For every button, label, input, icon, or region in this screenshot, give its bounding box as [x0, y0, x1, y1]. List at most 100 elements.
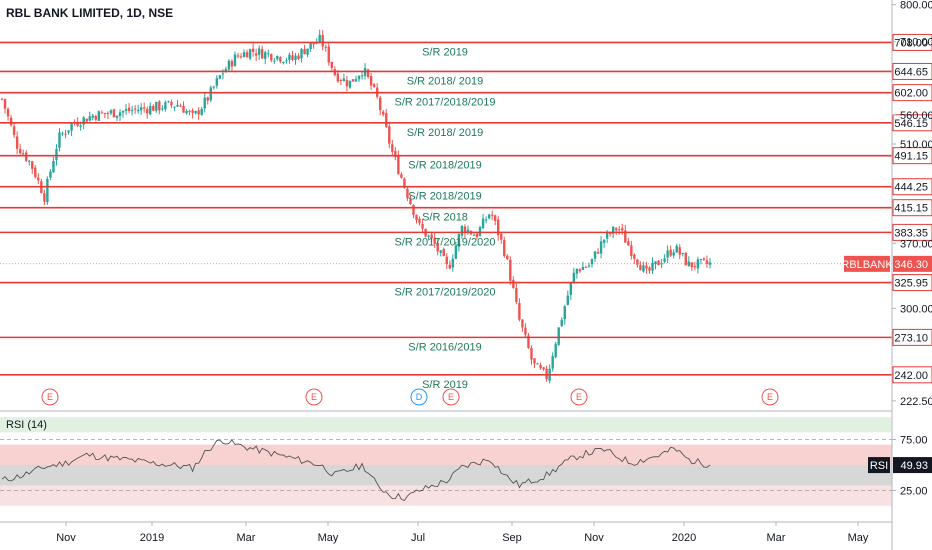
rsi-band-upper: [0, 444, 892, 465]
sr-level-tag[interactable]: [892, 33, 932, 51]
sr-level-note: S/R 2019: [422, 379, 468, 391]
candle-body: [118, 112, 122, 116]
candle-body: [136, 110, 140, 112]
candle-body: [276, 55, 279, 60]
candle-body: [55, 148, 58, 161]
event-marker[interactable]: [570, 388, 588, 406]
candle-body: [327, 46, 330, 63]
candle-body: [176, 104, 179, 107]
candle-body: [391, 144, 394, 152]
candle-body: [436, 242, 439, 252]
candle-body: [149, 106, 152, 115]
candle-body: [282, 61, 285, 63]
time-tick-label: Nov: [584, 532, 604, 544]
candle-body: [12, 126, 16, 136]
sr-level-tag[interactable]: [892, 328, 932, 346]
candle-body: [49, 171, 52, 178]
candle-body: [251, 48, 255, 52]
last-price-tag[interactable]: [893, 255, 932, 272]
support-resistance-levels[interactable]: 708.00 S/R 2019 644.65 S/R 2018/ 2019 602.00…: [0, 33, 932, 391]
sr-level-note: S/R 2018/ 2019: [407, 127, 483, 139]
symbol-tag[interactable]: [844, 255, 890, 272]
price-tick-label: 560.00: [900, 110, 932, 122]
event-marker[interactable]: [41, 388, 59, 406]
candle-body: [221, 73, 225, 75]
candle-body: [611, 226, 615, 234]
candle-body: [418, 218, 421, 223]
time-tick-label: Mar: [237, 532, 256, 544]
candle-body: [536, 363, 539, 365]
candle-body: [382, 111, 385, 115]
candle-body: [124, 109, 128, 111]
candle-body: [294, 55, 297, 60]
candle-body: [566, 295, 569, 305]
candle-body: [466, 229, 470, 233]
candle-body: [687, 261, 691, 266]
candle-body: [624, 230, 627, 243]
candle-body: [406, 188, 409, 199]
candle-body: [366, 69, 370, 77]
time-tick-label: 2019: [140, 532, 164, 544]
candle-body: [497, 219, 500, 236]
sr-level-note: S/R 2018/2019: [408, 160, 481, 172]
candle-body: [79, 125, 82, 127]
rsi-value-tag[interactable]: [893, 457, 932, 474]
sr-level-tag[interactable]: [892, 366, 932, 384]
candle-body: [478, 227, 482, 236]
candle-body: [675, 245, 678, 253]
rsi-legend[interactable]: RSI (14): [6, 419, 47, 431]
candle-body: [336, 73, 340, 82]
sr-level-tag[interactable]: [892, 62, 932, 80]
sr-level-tag[interactable]: [892, 199, 932, 217]
candle-body: [563, 306, 566, 320]
sr-level-tag[interactable]: [892, 114, 932, 132]
candle-body: [34, 167, 37, 178]
event-marker[interactable]: [442, 388, 460, 406]
rsi-tick-label: 25.00: [900, 486, 928, 498]
candle-body: [605, 232, 609, 239]
candle-body: [155, 101, 158, 111]
candle-body: [524, 327, 527, 335]
sr-level-tag[interactable]: [892, 147, 932, 165]
candle-body: [599, 241, 603, 254]
time-tick-label: May: [848, 532, 869, 544]
candle-body: [345, 80, 349, 87]
candle-body: [357, 75, 361, 80]
candle-body: [678, 247, 681, 255]
candle-body: [521, 319, 524, 328]
rsi-tag[interactable]: [868, 457, 890, 474]
sr-level-tag[interactable]: [892, 223, 932, 241]
candle-body: [257, 48, 261, 55]
candle-body: [454, 245, 458, 259]
candle-body: [170, 101, 173, 106]
price-axis[interactable]: 800.00 710.00 560.00 510.00 370.00 300.00 222.…: [892, 0, 932, 408]
sr-level-value: 383.35: [894, 227, 928, 239]
sr-level-value: 708.00: [894, 37, 928, 49]
time-tick-label: 2020: [672, 532, 696, 544]
candle-body: [636, 259, 639, 265]
rsi-line[interactable]: [1, 439, 711, 502]
rsi-pane[interactable]: 75.00 25.00 RSI 49.93: [0, 417, 932, 506]
event-marker[interactable]: [305, 388, 323, 406]
candle-body: [267, 53, 270, 55]
candle-body: [490, 214, 494, 216]
sr-level-tag[interactable]: [892, 178, 932, 196]
time-axis[interactable]: Nov 2019 Mar May Jul Sep Nov 2020 Mar May: [0, 521, 892, 544]
price-pane[interactable]: RBLBANK 346.30: [0, 29, 932, 384]
price-tick-label: 800.00: [900, 0, 932, 12]
event-marker[interactable]: [761, 388, 779, 406]
candle-body: [212, 86, 215, 88]
time-tick-label: May: [318, 532, 339, 544]
sr-level-tag[interactable]: [892, 84, 932, 102]
candle-body: [303, 49, 306, 55]
sr-level-tag[interactable]: [892, 274, 932, 292]
candle-body: [25, 152, 28, 161]
candle-body: [31, 161, 34, 169]
event-marker[interactable]: [410, 388, 428, 406]
candle-body: [560, 319, 563, 327]
candle-body: [575, 268, 579, 274]
candle-body: [273, 60, 276, 62]
sr-level-value: 325.95: [894, 278, 928, 290]
